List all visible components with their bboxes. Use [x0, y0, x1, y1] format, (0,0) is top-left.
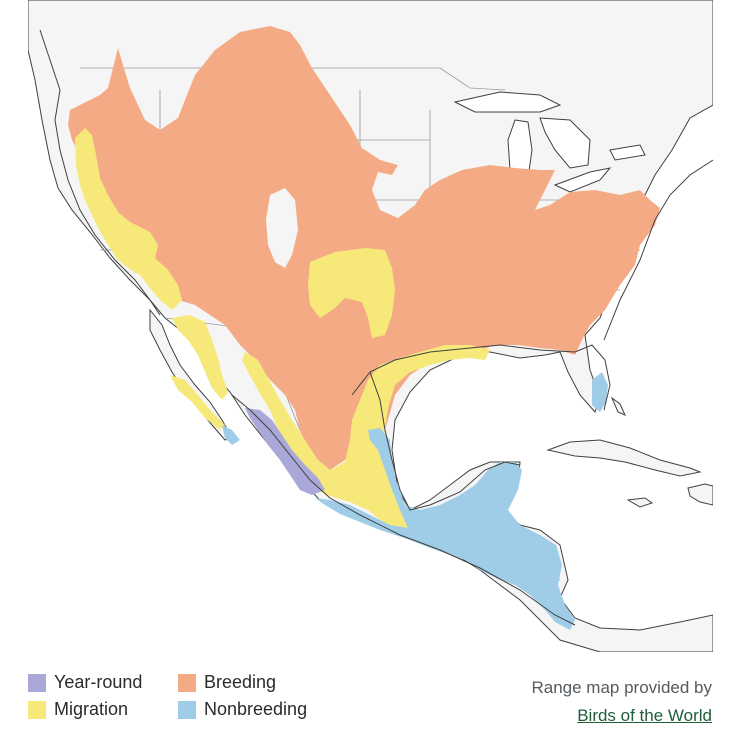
migration-range-baja — [170, 375, 225, 430]
migration-range-west — [75, 128, 182, 310]
breeding-hole — [266, 188, 298, 268]
cuba — [546, 439, 702, 477]
great-lakes — [453, 91, 646, 193]
credit-text: Range map provided by — [531, 678, 712, 697]
bahamas — [610, 396, 626, 416]
nonbreeding-range — [315, 428, 575, 630]
legend-label-breeding: Breeding — [204, 672, 277, 692]
coastline-layer — [39, 29, 713, 626]
migration-swatch — [28, 700, 46, 719]
range-map-svg — [28, 0, 713, 652]
lake-ontario — [609, 144, 646, 161]
nonbreeding-swatch — [178, 700, 196, 719]
legend-label-migration: Migration — [54, 699, 129, 719]
jamaica — [626, 497, 654, 508]
lake-superior — [453, 91, 562, 113]
migration-range-gulf — [242, 345, 490, 530]
lake-erie — [553, 167, 612, 193]
mexico-east-coast — [369, 371, 521, 511]
legend-label-year-round: Year-round — [54, 672, 143, 692]
migration-range-central — [308, 248, 395, 338]
birds-of-the-world-link[interactable]: Birds of the World — [577, 706, 712, 725]
range-map — [28, 0, 713, 652]
gulf-coast — [351, 344, 611, 411]
breeding-swatch — [178, 673, 196, 692]
nonbreeding-florida — [592, 372, 608, 412]
hispaniola — [687, 483, 713, 506]
legend-item-nonbreeding: Nonbreeding — [178, 699, 307, 720]
breeding-range — [68, 26, 660, 470]
year-round-swatch — [28, 673, 46, 692]
west-coast — [39, 29, 161, 316]
atlantic-coast — [603, 159, 713, 341]
legend-item-breeding: Breeding — [178, 672, 276, 693]
legend-label-nonbreeding: Nonbreeding — [204, 699, 308, 719]
range-layers — [68, 26, 660, 630]
nonbreeding-baja — [222, 425, 240, 445]
legend-item-migration: Migration — [28, 699, 128, 720]
mexico-west-coast — [231, 394, 576, 626]
legend-item-year-round: Year-round — [28, 672, 142, 693]
lake-huron — [539, 117, 591, 169]
map-credit: Range map provided by Birds of the World — [531, 677, 712, 727]
migration-range-mexico — [172, 315, 228, 400]
